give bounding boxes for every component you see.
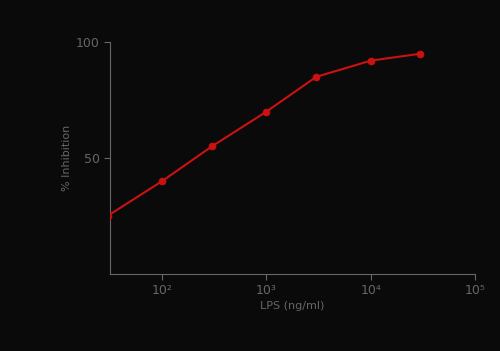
X-axis label: LPS (ng/ml): LPS (ng/ml) [260, 302, 324, 311]
Y-axis label: % Inhibition: % Inhibition [62, 125, 72, 191]
